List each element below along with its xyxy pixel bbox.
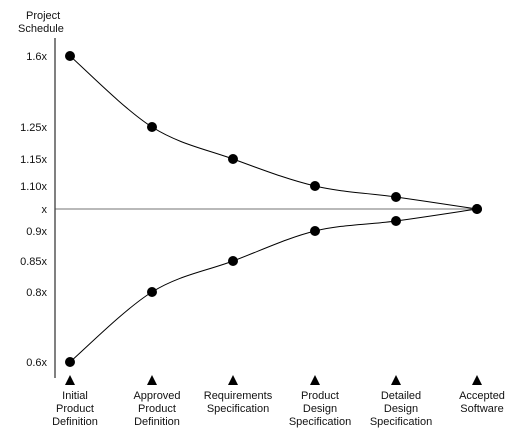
x-tick-label: Requirements Specification <box>204 390 273 415</box>
chart-title-line: Schedule <box>18 23 64 35</box>
y-tick-label: 0.9x <box>26 226 47 238</box>
y-tick-label: x <box>42 204 48 216</box>
y-tick-label: 0.85x <box>20 256 47 268</box>
data-point <box>228 256 238 266</box>
milestone-triangle <box>310 375 320 385</box>
y-tick-label: 1.6x <box>26 51 47 63</box>
milestone-triangle <box>472 375 482 385</box>
data-points <box>65 51 482 367</box>
data-point <box>391 216 401 226</box>
curves <box>69 55 478 363</box>
chart-title-line: Project <box>26 10 60 22</box>
lower-curve <box>69 208 478 363</box>
x-tick-label: Approved Product Definition <box>133 390 180 428</box>
x-axis-markers <box>65 375 482 385</box>
y-axis-labels: 1.6x 1.25x 1.15x 1.10x x 0.9x 0.85x 0.8x 0.6x <box>20 51 47 369</box>
upper-curve <box>69 55 478 210</box>
data-point <box>65 51 75 61</box>
x-tick-label: Initial Product Definition <box>52 390 98 428</box>
x-tick-label: Detailed Design Specification <box>370 390 432 428</box>
milestone-triangle <box>65 375 75 385</box>
milestone-triangle <box>228 375 238 385</box>
data-point <box>310 181 320 191</box>
y-tick-label: 1.25x <box>20 122 47 134</box>
y-tick-label: 1.10x <box>20 181 47 193</box>
y-tick-label: 0.8x <box>26 287 47 299</box>
data-point <box>147 287 157 297</box>
y-tick-label: 0.6x <box>26 357 47 369</box>
x-axis-labels: Initial Product Definition Approved Product D… <box>52 390 505 428</box>
y-tick-label: 1.15x <box>20 154 47 166</box>
data-point <box>228 154 238 164</box>
milestone-triangle <box>147 375 157 385</box>
data-point <box>310 226 320 236</box>
data-point <box>472 204 482 214</box>
x-tick-label: Accepted Software <box>459 390 505 415</box>
x-tick-label: Product Design Specification <box>289 390 351 428</box>
data-point <box>391 192 401 202</box>
data-point <box>147 122 157 132</box>
milestone-triangle <box>391 375 401 385</box>
data-point <box>65 357 75 367</box>
